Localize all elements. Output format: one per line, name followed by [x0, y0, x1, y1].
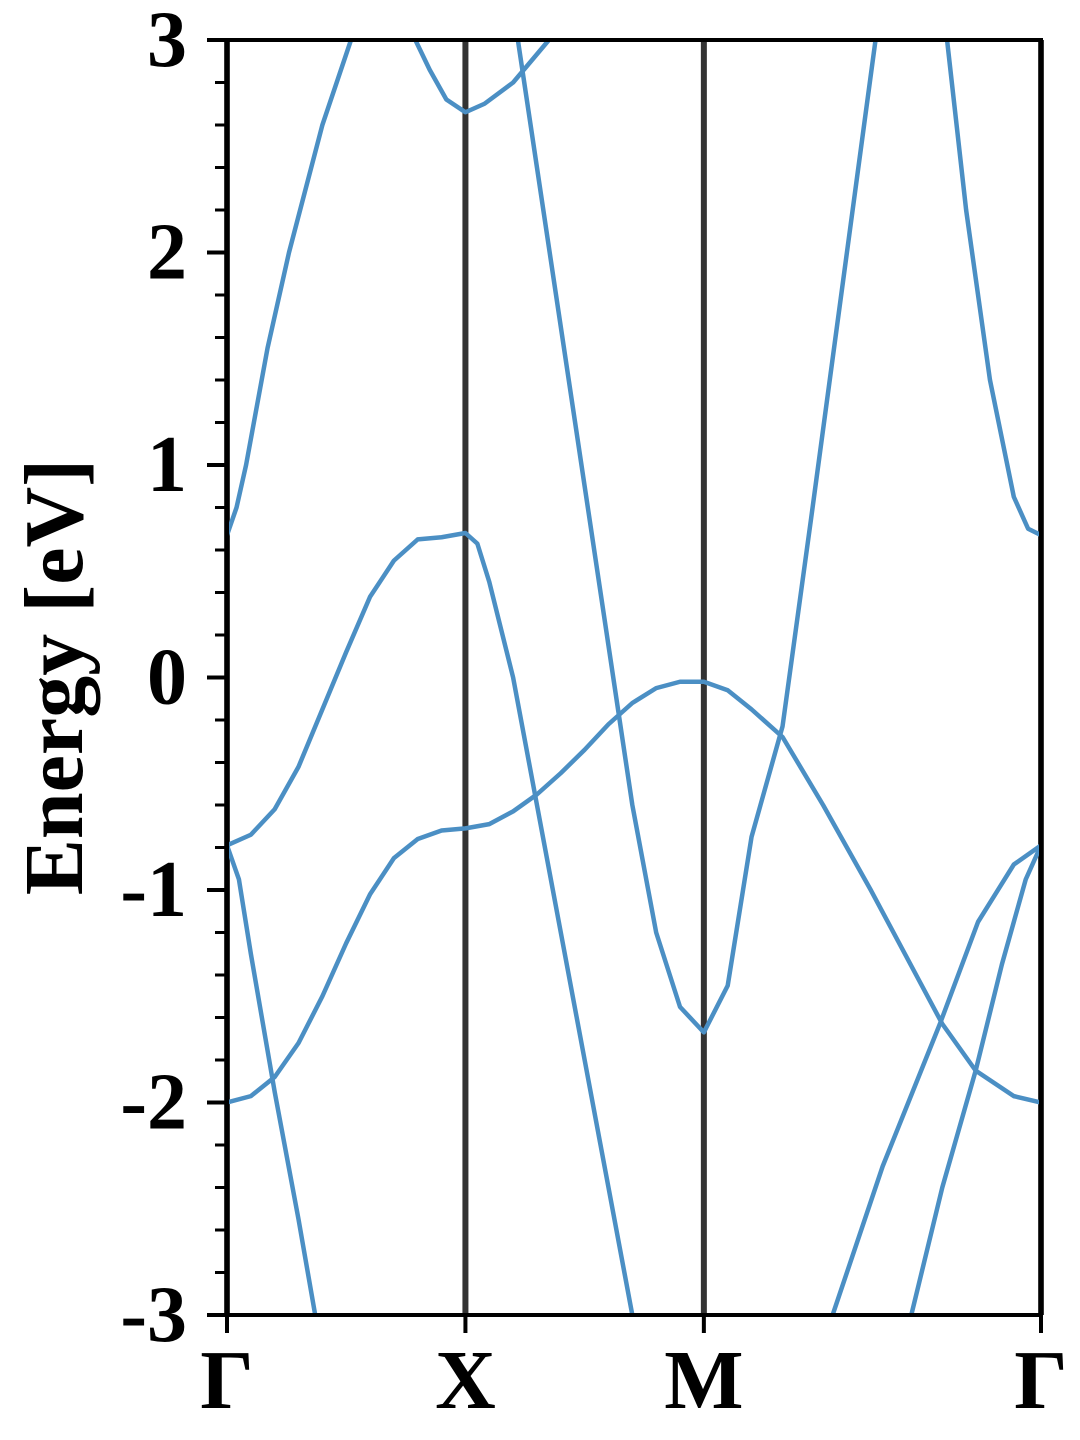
- band: [830, 843, 1041, 1315]
- x-tick-label: X: [435, 1334, 496, 1427]
- x-tick-label: M: [664, 1334, 743, 1427]
- y-tick-label: -3: [120, 1271, 187, 1359]
- band: [227, 844, 318, 1315]
- y-tick-label: 2: [147, 209, 187, 297]
- x-tick-label: Γ: [200, 1334, 253, 1427]
- band: [909, 844, 1041, 1315]
- y-tick-label: -1: [120, 846, 187, 934]
- band: [227, 679, 1041, 1105]
- x-tick-label: Γ: [1014, 1334, 1067, 1427]
- band: [227, 40, 354, 536]
- y-tick-label: -2: [120, 1059, 187, 1147]
- y-tick-label: 1: [147, 421, 187, 509]
- band: [413, 40, 551, 115]
- y-tick-label: 0: [147, 634, 187, 722]
- band: [515, 40, 878, 1035]
- y-tick-label: 3: [147, 0, 187, 84]
- plot-frame: [225, 38, 1043, 1317]
- y-axis-label: Energy [eV]: [8, 459, 101, 895]
- band: [944, 40, 1041, 538]
- band: [227, 530, 635, 1315]
- bands: [227, 40, 1041, 1315]
